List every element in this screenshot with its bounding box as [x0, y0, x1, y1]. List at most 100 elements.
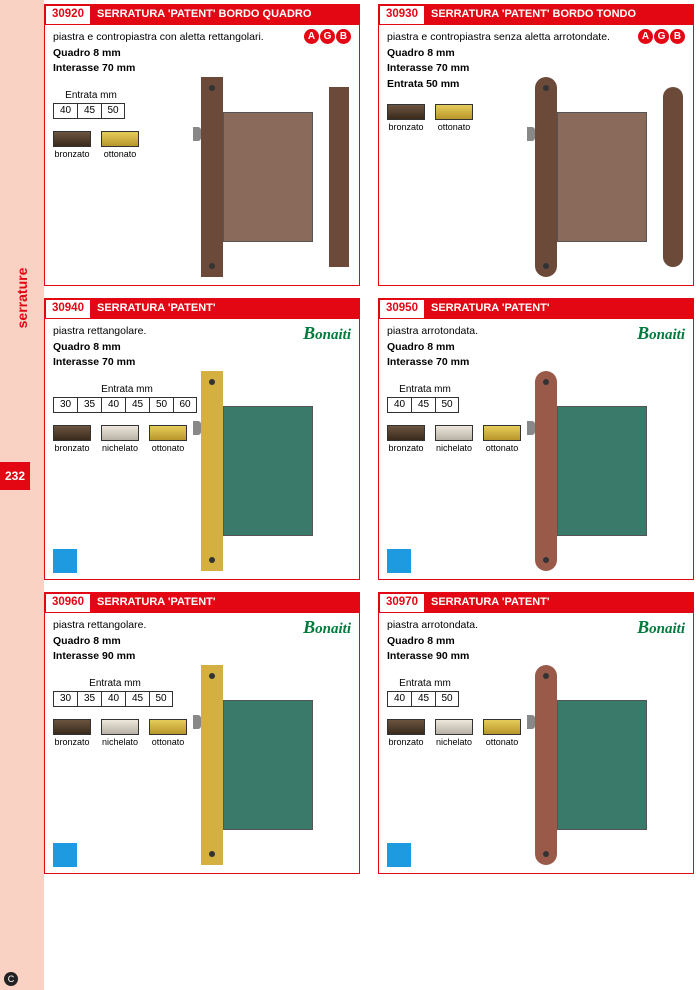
swatch-box: [101, 719, 139, 735]
entrata-cell: 45: [125, 691, 149, 707]
swatch: bronzato: [387, 104, 425, 132]
screw-hole-icon: [543, 557, 549, 563]
lock-illustration: [201, 371, 351, 571]
lock-plate: [535, 665, 557, 865]
product-card: 30970SERRATURA 'PATENT'Bonaitipiastra ar…: [378, 592, 694, 874]
swatch-box: [435, 425, 473, 441]
swatch: bronzato: [53, 425, 91, 453]
swatch: bronzato: [387, 425, 425, 453]
swatch: ottonato: [149, 425, 187, 453]
agb-letter: G: [654, 29, 669, 44]
product-spec: Interasse 90 mm: [387, 650, 685, 664]
info-badge-icon: [387, 843, 411, 867]
latch-icon: [527, 127, 535, 141]
swatch-box: [435, 719, 473, 735]
swatch-label: nichelato: [435, 737, 473, 747]
info-badge-icon: [53, 843, 77, 867]
swatch: bronzato: [387, 719, 425, 747]
swatch: nichelato: [435, 719, 473, 747]
swatch-box: [483, 425, 521, 441]
latch-icon: [527, 715, 535, 729]
lock-body: [557, 700, 647, 830]
swatch-label: ottonato: [101, 149, 139, 159]
swatch-label: ottonato: [435, 122, 473, 132]
product-spec: Interasse 70 mm: [387, 356, 685, 370]
swatch: nichelato: [435, 425, 473, 453]
lock-plate: [201, 77, 223, 277]
brand-bonaiti: Bonaiti: [303, 617, 351, 638]
swatch-label: bronzato: [53, 149, 91, 159]
product-spec: Interasse 70 mm: [387, 62, 685, 76]
screw-hole-icon: [543, 379, 549, 385]
screw-hole-icon: [209, 379, 215, 385]
card-header: 30950SERRATURA 'PATENT': [379, 299, 693, 319]
swatch-label: bronzato: [387, 443, 425, 453]
swatch-box: [387, 425, 425, 441]
product-title: SERRATURA 'PATENT': [91, 299, 359, 319]
entrata-cell: 40: [387, 691, 411, 707]
card-body: Bonaitipiastra rettangolare.Quadro 8 mmI…: [45, 319, 359, 579]
swatch-box: [101, 131, 139, 147]
swatch-box: [101, 425, 139, 441]
card-body: Bonaitipiastra arrotondata.Quadro 8 mmIn…: [379, 319, 693, 579]
swatch: ottonato: [483, 425, 521, 453]
swatch-box: [387, 104, 425, 120]
card-body: Bonaitipiastra rettangolare.Quadro 8 mmI…: [45, 613, 359, 873]
screw-hole-icon: [209, 557, 215, 563]
lock-illustration: [201, 77, 351, 277]
product-card: 30940SERRATURA 'PATENT'Bonaitipiastra re…: [44, 298, 360, 580]
page-number: 232: [0, 462, 30, 490]
product-title: SERRATURA 'PATENT': [425, 299, 693, 319]
product-title: SERRATURA 'PATENT': [91, 593, 359, 613]
entrata-label: Entrata mm: [53, 384, 197, 395]
product-spec: Interasse 90 mm: [53, 650, 351, 664]
lock-body: [223, 700, 313, 830]
agb-letter: B: [336, 29, 351, 44]
product-code: 30950: [380, 300, 424, 318]
latch-icon: [527, 421, 535, 435]
swatch-label: ottonato: [483, 443, 521, 453]
entrata-cell: 45: [411, 397, 435, 413]
swatch: nichelato: [101, 425, 139, 453]
entrata-cell: 50: [149, 691, 173, 707]
strike-plate: [663, 87, 683, 267]
product-code: 30930: [380, 6, 424, 24]
entrata-cell: 50: [101, 103, 125, 119]
swatch-box: [483, 719, 521, 735]
entrata-label: Entrata mm: [53, 90, 125, 101]
brand-bonaiti: Bonaiti: [637, 617, 685, 638]
screw-hole-icon: [209, 851, 215, 857]
screw-hole-icon: [543, 851, 549, 857]
footer-mark: C: [4, 972, 18, 986]
swatch-box: [149, 425, 187, 441]
swatch-label: bronzato: [53, 443, 91, 453]
entrata-cell: 35: [77, 691, 101, 707]
swatch: bronzato: [53, 719, 91, 747]
card-header: 30960SERRATURA 'PATENT': [45, 593, 359, 613]
lock-illustration: [535, 371, 685, 571]
product-card: 30960SERRATURA 'PATENT'Bonaitipiastra re…: [44, 592, 360, 874]
entrata-label: Entrata mm: [387, 678, 459, 689]
entrata-cell: 60: [173, 397, 197, 413]
entrata-cell: 30: [53, 691, 77, 707]
entrata-cell: 45: [77, 103, 101, 119]
swatch-label: nichelato: [435, 443, 473, 453]
card-body: AGBpiastra e contropiastra senza aletta …: [379, 25, 693, 285]
entrata-label: Entrata mm: [387, 384, 459, 395]
swatch-box: [149, 719, 187, 735]
swatch-label: bronzato: [53, 737, 91, 747]
lock-plate: [201, 665, 223, 865]
swatch-box: [387, 719, 425, 735]
product-card: 30920SERRATURA 'PATENT' BORDO QUADROAGBp…: [44, 4, 360, 286]
swatch: ottonato: [435, 104, 473, 132]
agb-letter: A: [304, 29, 319, 44]
card-body: Bonaitipiastra arrotondata.Quadro 8 mmIn…: [379, 613, 693, 873]
brand-agb: AGB: [638, 29, 685, 44]
sidebar: serrature 232: [0, 0, 44, 990]
brand-agb: AGB: [304, 29, 351, 44]
strike-plate: [329, 87, 349, 267]
latch-icon: [193, 127, 201, 141]
swatch-label: ottonato: [149, 737, 187, 747]
entrata-cell: 50: [435, 397, 459, 413]
entrata-cell: 50: [435, 691, 459, 707]
